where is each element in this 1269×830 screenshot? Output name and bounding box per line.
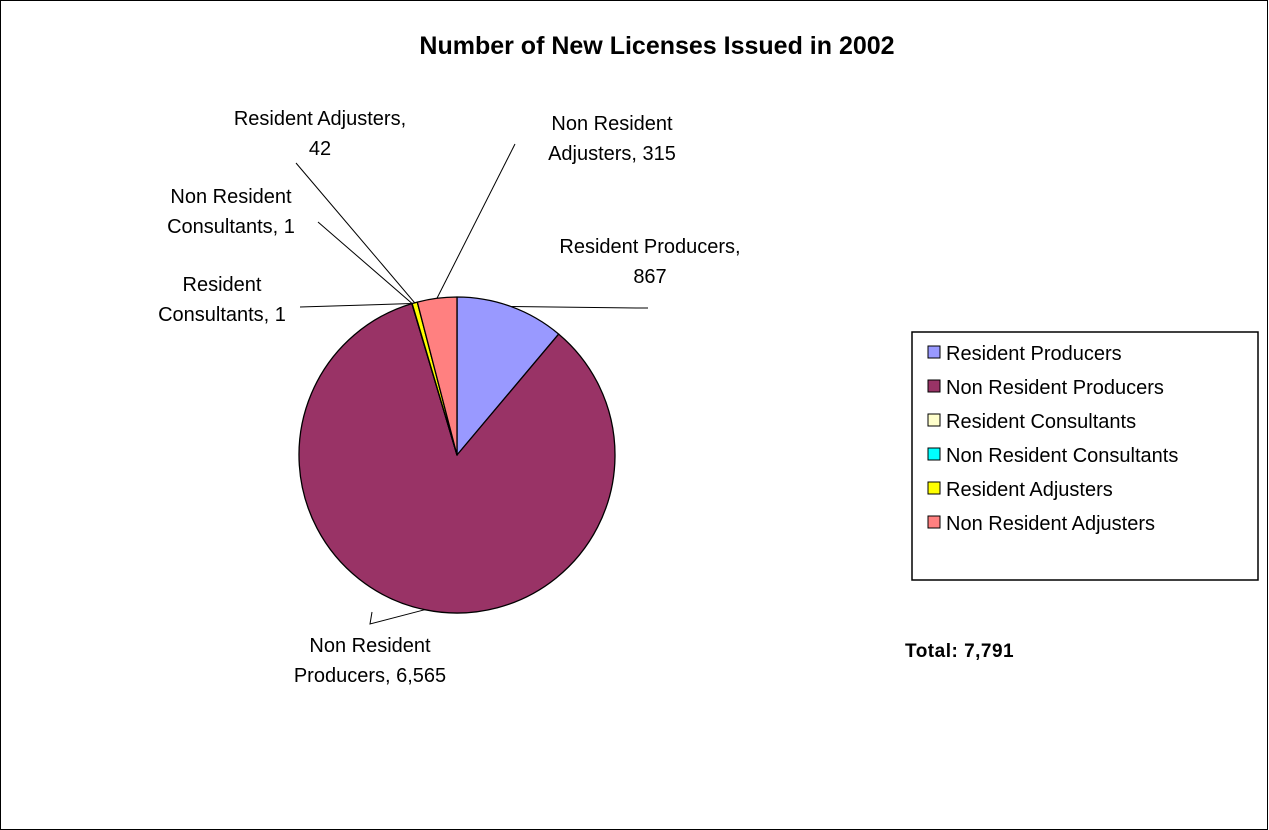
data-label-non-resident-producers: Non Resident Producers, 6,565 (294, 635, 446, 687)
legend-swatch (927, 379, 941, 393)
legend-item-resident-adjusters: Resident Adjusters (927, 479, 1113, 501)
leader-line-resident-consultants (299, 303, 412, 308)
legend-label: Resident Adjusters (946, 479, 1113, 501)
legend-item-resident-consultants: Resident Consultants (927, 411, 1136, 433)
legend-swatch (927, 515, 941, 529)
legend: Resident Producers Non Resident Producers… (911, 331, 1259, 581)
pie-slice-non-resident-producers (298, 302, 616, 614)
leader-lines (295, 143, 648, 625)
leader-line-resident-producers (511, 306, 648, 309)
legend-item-non-resident-consultants: Non Resident Consultants (927, 445, 1178, 467)
legend-swatch (927, 345, 941, 359)
data-label-non-resident-consultants: Non Resident Consultants, 1 (167, 186, 295, 238)
leader-line-resident-adjusters (295, 162, 416, 304)
legend-item-non-resident-adjusters: Non Resident Adjusters (927, 513, 1155, 535)
legend-item-resident-producers: Resident Producers (927, 343, 1122, 365)
total-label: Total: 7,791 (905, 641, 1014, 662)
legend-label: Resident Consultants (946, 411, 1136, 433)
pie-slices (298, 296, 616, 614)
legend-swatch (927, 447, 941, 461)
slice-labels: Resident Producers, 867 Non Resident Produc… (158, 108, 741, 687)
legend-swatch (927, 481, 941, 495)
legend-items: Resident Producers Non Resident Producers… (927, 343, 1178, 535)
legend-box (911, 331, 1259, 581)
chart-title: Number of New Licenses Issued in 2002 (419, 32, 894, 60)
data-label-resident-consultants: Resident Consultants, 1 (158, 274, 286, 326)
legend-label: Resident Producers (946, 343, 1122, 365)
leader-line-non-resident-producers (369, 609, 425, 625)
data-label-non-resident-adjusters: Non Resident Adjusters, 315 (548, 113, 676, 165)
legend-item-non-resident-producers: Non Resident Producers (927, 377, 1164, 399)
pie-slice-resident-producers (456, 296, 560, 456)
leader-line-non-resident-adjusters (436, 143, 516, 299)
pie-slice-non-resident-adjusters (416, 296, 458, 456)
leader-line-non-resident-consultants (317, 221, 413, 304)
data-label-resident-adjusters: Resident Adjusters, 42 (234, 108, 406, 160)
legend-label: Non Resident Consultants (946, 445, 1178, 467)
legend-label: Non Resident Producers (946, 377, 1164, 399)
legend-label: Non Resident Adjusters (946, 513, 1155, 535)
legend-swatch (927, 413, 941, 427)
data-label-resident-producers: Resident Producers, 867 (559, 236, 740, 288)
